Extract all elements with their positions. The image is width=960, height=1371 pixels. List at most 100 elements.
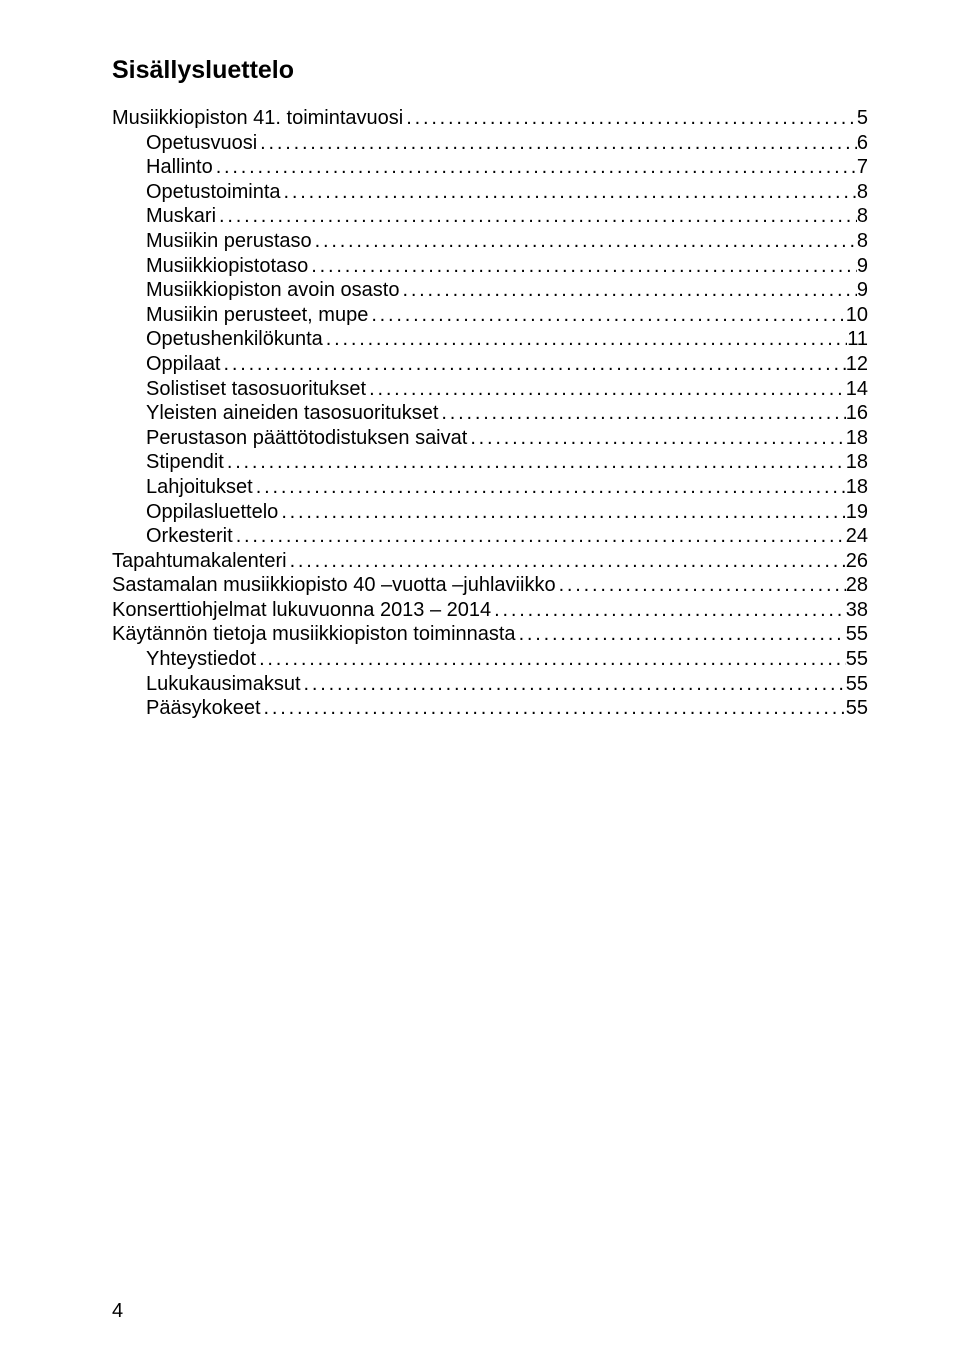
toc-entry-label: Opetusvuosi — [112, 132, 257, 156]
toc-entry: Orkesterit24 — [112, 525, 868, 549]
toc-entry-label: Konserttiohjelmat lukuvuonna 2013 – 2014 — [112, 599, 491, 623]
toc-leader-dots — [403, 107, 857, 131]
toc-entry-label: Tapahtumakalenteri — [112, 550, 287, 574]
toc-entry: Lukukausimaksut55 — [112, 673, 868, 697]
toc-entry-label: Opetustoiminta — [112, 181, 281, 205]
toc-entry-page: 8 — [857, 205, 868, 229]
toc-leader-dots — [556, 574, 846, 598]
toc-entry-label: Lukukausimaksut — [112, 673, 301, 697]
toc-entry-page: 55 — [846, 697, 868, 721]
toc-entry-label: Oppilasluettelo — [112, 501, 278, 525]
toc-leader-dots — [261, 697, 846, 721]
toc-entry-label: Lahjoitukset — [112, 476, 253, 500]
toc-entry-label: Yleisten aineiden tasosuoritukset — [112, 402, 438, 426]
toc-entry-page: 18 — [846, 451, 868, 475]
toc-entry-label: Hallinto — [112, 156, 213, 180]
toc-leader-dots — [399, 279, 856, 303]
toc-entry-page: 8 — [857, 230, 868, 254]
toc-entry: Sastamalan musiikkiopisto 40 –vuotta –ju… — [112, 574, 868, 598]
toc-entry-page: 19 — [846, 501, 868, 525]
toc-entry-label: Musiikkiopistotaso — [112, 255, 308, 279]
toc-leader-dots — [256, 648, 846, 672]
toc-entry: Konserttiohjelmat lukuvuonna 2013 – 2014… — [112, 599, 868, 623]
toc-entry: Hallinto 7 — [112, 156, 868, 180]
toc-leader-dots — [467, 427, 845, 451]
toc-entry: Opetushenkilökunta 11 — [112, 328, 868, 352]
toc-leader-dots — [233, 525, 846, 549]
toc-leader-dots — [308, 255, 857, 279]
toc-entry-page: 38 — [846, 599, 868, 623]
toc-entry-label: Musiikkiopiston 41. toimintavuosi — [112, 107, 403, 131]
toc-entry-page: 55 — [846, 648, 868, 672]
toc-leader-dots — [368, 304, 845, 328]
toc-entry-page: 5 — [857, 107, 868, 131]
toc-entry-page: 6 — [857, 132, 868, 156]
toc-entry-page: 16 — [846, 402, 868, 426]
toc-entry-label: Yhteystiedot — [112, 648, 256, 672]
toc-entry-label: Stipendit — [112, 451, 224, 475]
toc-entry: Oppilaat12 — [112, 353, 868, 377]
toc-entry: Lahjoitukset 18 — [112, 476, 868, 500]
toc-entry-label: Oppilaat — [112, 353, 221, 377]
toc-entry-label: Muskari — [112, 205, 216, 229]
toc-entry: Pääsykokeet 55 — [112, 697, 868, 721]
toc-entry-label: Pääsykokeet — [112, 697, 261, 721]
toc-entry: Stipendit 18 — [112, 451, 868, 475]
toc-entry: Perustason päättötodistuksen saivat 18 — [112, 427, 868, 451]
toc-entry: Opetusvuosi 6 — [112, 132, 868, 156]
toc-leader-dots — [323, 328, 847, 352]
toc-entry: Musiikin perusteet, mupe10 — [112, 304, 868, 328]
toc-leader-dots — [257, 132, 857, 156]
toc-leader-dots — [281, 181, 857, 205]
toc-entry: Käytännön tietoja musiikkiopiston toimin… — [112, 623, 868, 647]
toc-entry: Opetustoiminta 8 — [112, 181, 868, 205]
toc-entry: Muskari 8 — [112, 205, 868, 229]
toc-entry: Musiikkiopistotaso 9 — [112, 255, 868, 279]
toc-entry: Yhteystiedot 55 — [112, 648, 868, 672]
toc-entry-label: Perustason päättötodistuksen saivat — [112, 427, 467, 451]
toc-leader-dots — [366, 378, 846, 402]
toc-entry-page: 7 — [857, 156, 868, 180]
toc-leader-dots — [278, 501, 845, 525]
toc-leader-dots — [301, 673, 846, 697]
toc-entry-page: 9 — [857, 255, 868, 279]
toc-entry-page: 8 — [857, 181, 868, 205]
toc-entry-label: Käytännön tietoja musiikkiopiston toimin… — [112, 623, 516, 647]
toc-entry: Oppilasluettelo 19 — [112, 501, 868, 525]
toc-entry: Musiikkiopiston avoin osasto 9 — [112, 279, 868, 303]
toc-leader-dots — [216, 205, 857, 229]
toc-entry-page: 11 — [847, 328, 868, 352]
toc-leader-dots — [221, 353, 846, 377]
toc-entry: Tapahtumakalenteri 26 — [112, 550, 868, 574]
toc-entry: Solistiset tasosuoritukset 14 — [112, 378, 868, 402]
toc-entry-label: Sastamalan musiikkiopisto 40 –vuotta –ju… — [112, 574, 556, 598]
toc-entry-page: 9 — [857, 279, 868, 303]
toc-entry-page: 18 — [846, 476, 868, 500]
toc-entry: Yleisten aineiden tasosuoritukset 16 — [112, 402, 868, 426]
page-number: 4 — [112, 1300, 123, 1323]
toc-entry-page: 28 — [846, 574, 868, 598]
toc-entry-page: 18 — [846, 427, 868, 451]
toc-entry: Musiikkiopiston 41. toimintavuosi 5 — [112, 107, 868, 131]
toc-leader-dots — [438, 402, 845, 426]
toc-leader-dots — [224, 451, 846, 475]
toc-entry-page: 10 — [846, 304, 868, 328]
toc-leader-dots — [253, 476, 846, 500]
toc-entry-label: Orkesterit — [112, 525, 233, 549]
toc-leader-dots — [516, 623, 846, 647]
toc-title: Sisällysluettelo — [112, 56, 868, 85]
page: Sisällysluettelo Musiikkiopiston 41. toi… — [0, 0, 960, 1371]
toc-leader-dots — [287, 550, 846, 574]
toc-entry-page: 26 — [846, 550, 868, 574]
toc-leader-dots — [312, 230, 857, 254]
toc-entry-page: 55 — [846, 623, 868, 647]
toc-list: Musiikkiopiston 41. toimintavuosi5Opetus… — [112, 107, 868, 721]
toc-entry-label: Musiikkiopiston avoin osasto — [112, 279, 399, 303]
toc-entry-label: Musiikin perustaso — [112, 230, 312, 254]
toc-entry-label: Solistiset tasosuoritukset — [112, 378, 366, 402]
toc-entry-page: 14 — [846, 378, 868, 402]
toc-leader-dots — [213, 156, 857, 180]
toc-entry: Musiikin perustaso 8 — [112, 230, 868, 254]
toc-leader-dots — [491, 599, 846, 623]
toc-entry-label: Opetushenkilökunta — [112, 328, 323, 352]
